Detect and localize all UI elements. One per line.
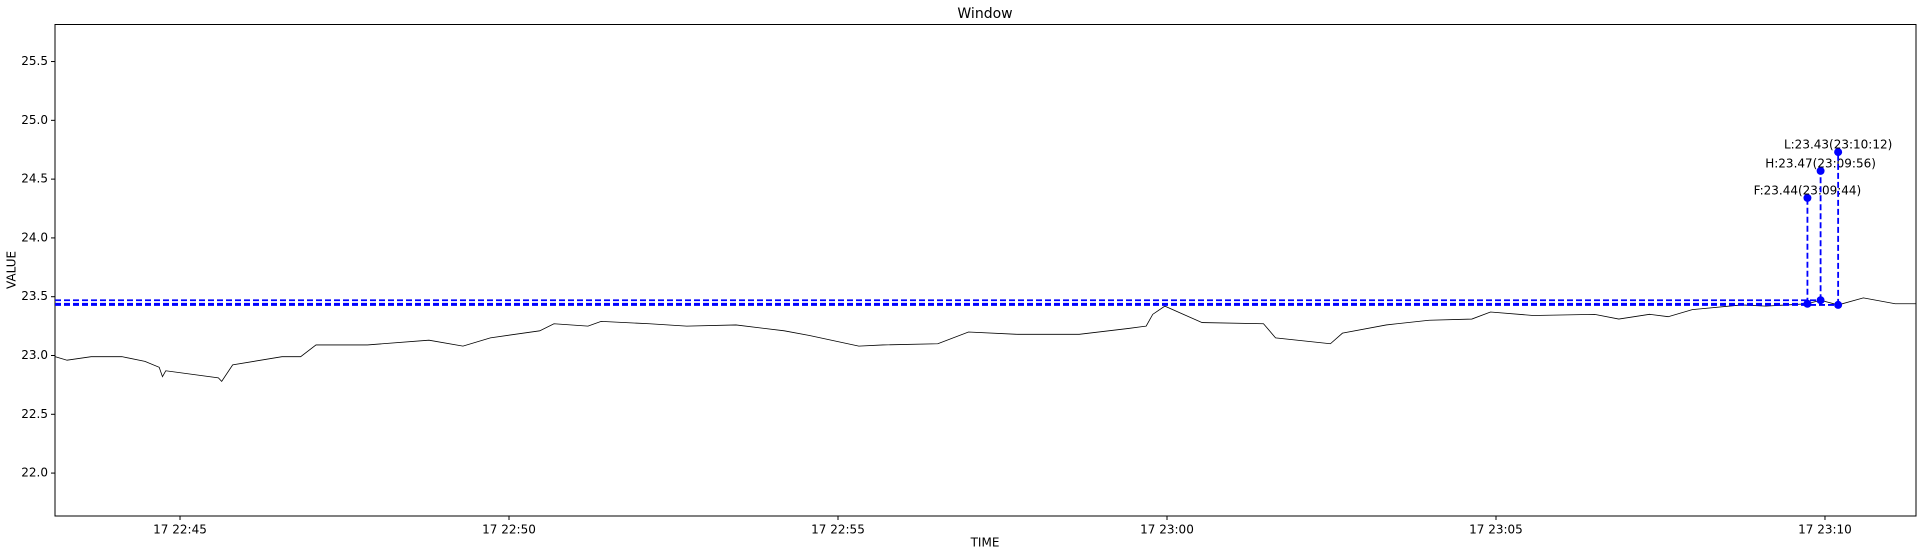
marker-top [1834, 148, 1843, 157]
x-tick-label: 17 23:00 [1140, 523, 1194, 537]
data-line [54, 297, 1916, 383]
y-tick-label: 25.5 [21, 54, 48, 68]
x-tick-label: 17 22:45 [153, 523, 207, 537]
marker-point [1834, 300, 1843, 309]
marker-top [1803, 193, 1812, 202]
marker-label: L:23.43(23:10:12) [1784, 138, 1892, 152]
marker-label: F:23.44(23:09:44) [1754, 183, 1862, 197]
x-axis-label: TIME [970, 536, 1000, 550]
x-tick-label: 17 22:50 [482, 523, 536, 537]
y-tick-label: 23.5 [21, 289, 48, 303]
chart-title: Window [957, 6, 1012, 22]
marker-top [1816, 166, 1825, 175]
plot-frame [54, 24, 1917, 517]
x-tick-label: 17 23:05 [1469, 523, 1523, 537]
marker-point [1816, 296, 1825, 305]
y-tick-label: 22.0 [21, 466, 48, 480]
y-tick-label: 25.0 [21, 113, 48, 127]
y-tick-label: 24.5 [21, 172, 48, 186]
marker-label: H:23.47(23:09:56) [1765, 156, 1876, 170]
y-axis-label: VALUE [5, 251, 19, 289]
y-tick-label: 24.0 [21, 230, 48, 244]
y-tick-label: 22.5 [21, 407, 48, 421]
y-tick-label: 23.0 [21, 348, 48, 362]
x-tick-label: 17 23:10 [1798, 523, 1852, 537]
x-tick-label: 17 22:55 [811, 523, 865, 537]
